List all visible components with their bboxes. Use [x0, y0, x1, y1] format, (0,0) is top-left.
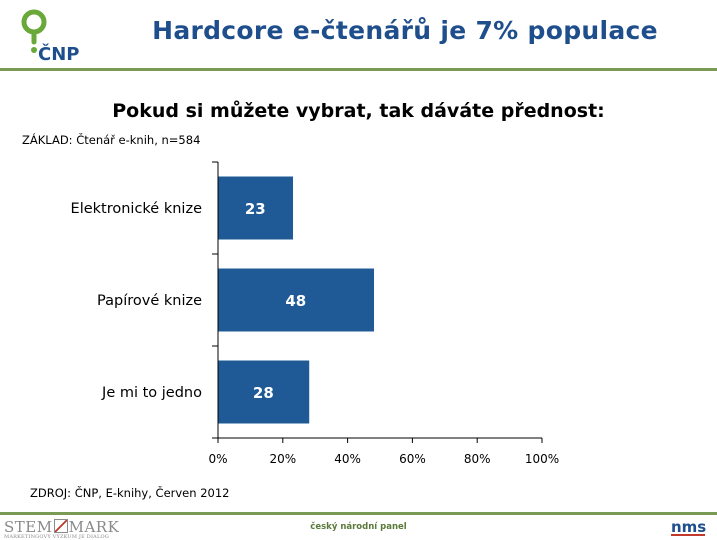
x-tick-label-80pct: 80%: [464, 452, 491, 466]
base-note: ZÁKLAD: Čtenář e-knih, n=584: [22, 133, 201, 147]
bar-chart: 23 Elektronické knize 48 Papírové knize 28 Je…: [71, 161, 559, 466]
x-tick-label-0pct: 0%: [208, 452, 227, 466]
data-label-1: 23: [245, 200, 266, 218]
stem-mark-logo: STEM MARK MARKETINGOVÝ VÝZKUM JE DIALOG: [4, 518, 119, 540]
x-tick-label-60pct: 60%: [399, 452, 426, 466]
chart-title: Pokud si můžete vybrat, tak dáváte předn…: [112, 100, 605, 122]
category-label-1: Elektronické knize: [71, 201, 203, 217]
header-divider: [0, 68, 717, 71]
nms-logo: nms: [671, 518, 706, 536]
footer-panel-name: český národní panel: [310, 522, 407, 532]
category-label-2: Papírové knize: [97, 293, 202, 309]
bar-3: [218, 360, 310, 424]
category-label-3: Je mi to jedno: [101, 385, 202, 401]
data-label-3: 28: [253, 384, 274, 402]
data-label-2: 48: [285, 292, 306, 310]
stem-mark-tagline: MARKETINGOVÝ VÝZKUM JE DIALOG: [4, 534, 109, 540]
nms-logo-text: nms: [671, 518, 706, 536]
x-tick-label-100pct: 100%: [525, 452, 559, 466]
stem-mark-text-2: MARK: [68, 518, 120, 536]
source-note: ZDROJ: ČNP, E-knihy, Červen 2012: [30, 486, 230, 500]
stem-mark-text-1: STEM: [4, 518, 53, 536]
cnp-logo-text: ČNP: [38, 43, 79, 64]
cnp-logo: ČNP: [21, 9, 79, 64]
footer-divider: [0, 512, 717, 515]
bar-2: [218, 268, 375, 332]
page-title: Hardcore e-čtenářů je 7% populace: [152, 16, 658, 45]
x-tick-label-40pct: 40%: [334, 452, 361, 466]
x-tick-label-20pct: 20%: [269, 452, 296, 466]
bar-1: [218, 176, 294, 240]
stem-mark-slash-icon: [53, 519, 68, 533]
